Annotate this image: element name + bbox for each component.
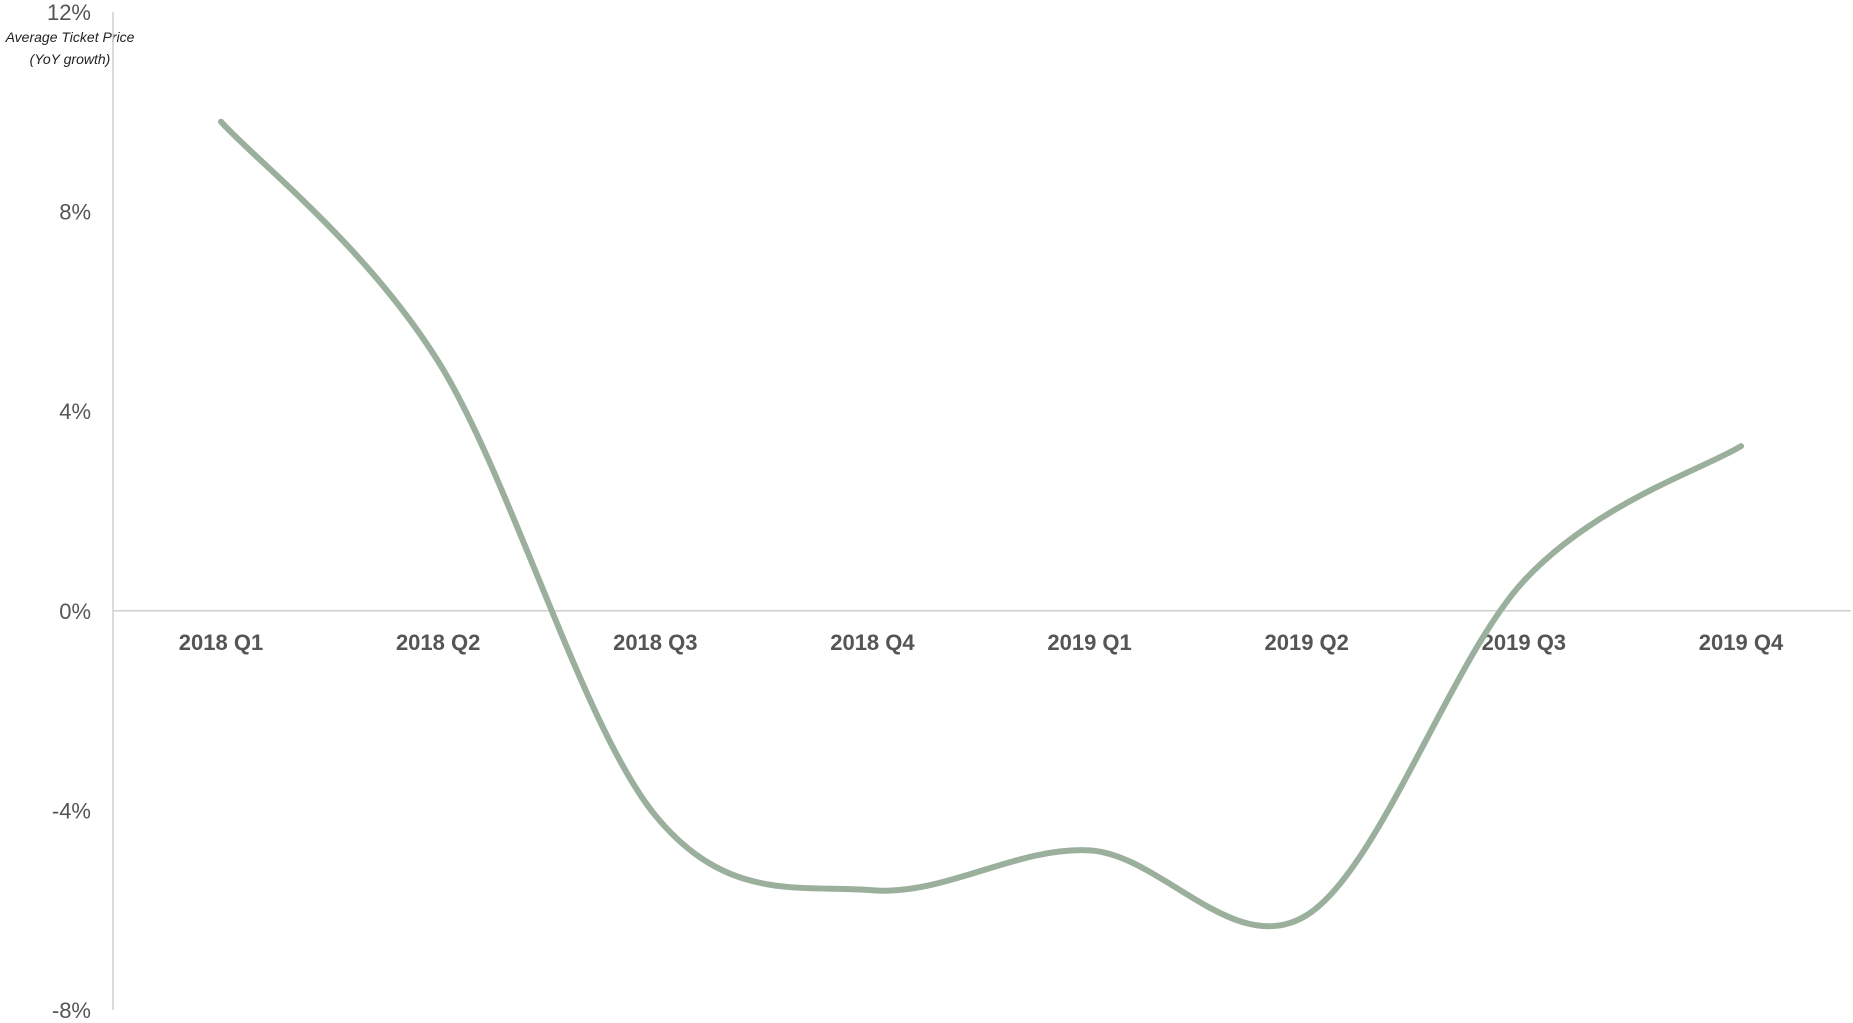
x-tick-label: 2019 Q4 xyxy=(1699,630,1784,655)
y-tick-label: 4% xyxy=(59,399,91,424)
axes xyxy=(112,12,1851,1010)
y-axis-title-line-2: (YoY growth) xyxy=(29,51,111,67)
y-axis-title: Average Ticket Price (YoY growth) xyxy=(0,26,140,70)
x-tick-label: 2019 Q3 xyxy=(1482,630,1566,655)
y-tick-label: 12% xyxy=(47,0,91,25)
y-tick-label: -8% xyxy=(52,998,91,1023)
x-tick-label: 2018 Q4 xyxy=(830,630,915,655)
x-tick-label: 2018 Q2 xyxy=(396,630,480,655)
y-tick-label: -4% xyxy=(52,798,91,823)
x-tick-label: 2018 Q1 xyxy=(179,630,263,655)
series xyxy=(218,118,1744,930)
x-tick-label: 2018 Q3 xyxy=(613,630,697,655)
x-tick-label: 2019 Q1 xyxy=(1047,630,1131,655)
series-line xyxy=(218,118,1744,930)
y-tick-label: 8% xyxy=(59,200,91,225)
y-tick-labels: 12% 8% 4% 0% -4% -8% xyxy=(47,0,91,1023)
y-axis-title-line-1: Average Ticket Price xyxy=(5,29,135,45)
y-tick-label: 0% xyxy=(59,599,91,624)
x-tick-labels: 2018 Q1 2018 Q2 2018 Q3 2018 Q4 2019 Q1 2019 … xyxy=(179,630,1784,655)
x-tick-label: 2019 Q2 xyxy=(1265,630,1349,655)
